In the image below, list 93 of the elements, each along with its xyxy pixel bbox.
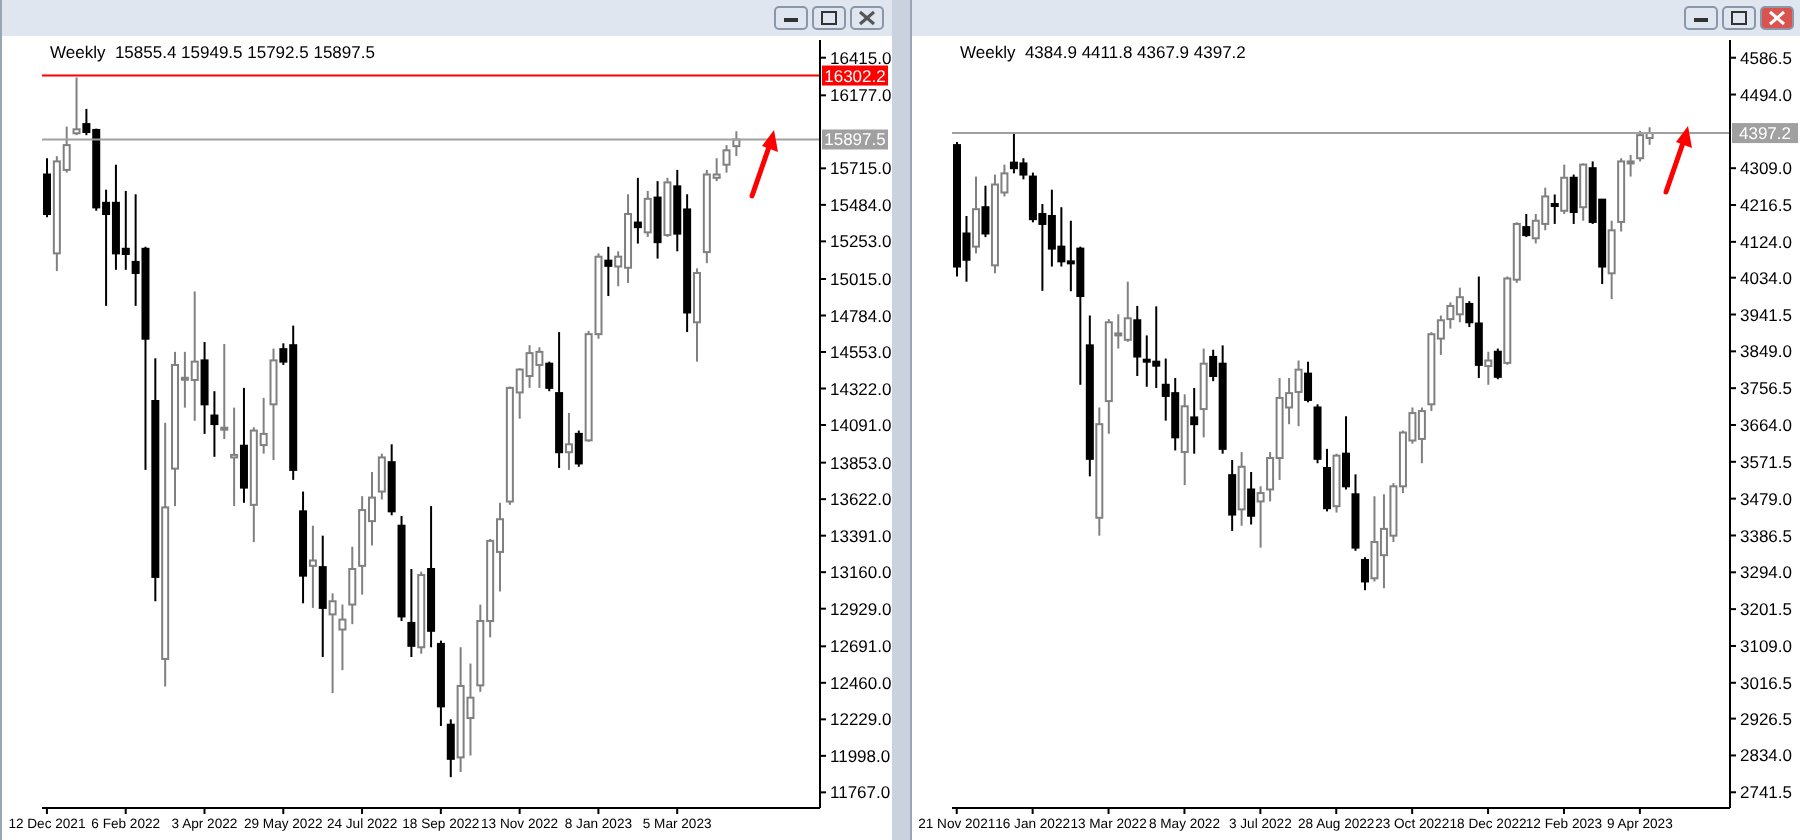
y-tick-label: 3386.5 xyxy=(1740,525,1793,546)
candlestick xyxy=(653,180,662,260)
y-tick-label: 4309.0 xyxy=(1740,158,1793,179)
candlestick xyxy=(1607,219,1616,301)
y-tick-label: 4494.0 xyxy=(1740,84,1793,105)
ref-line-label: 16302.2 xyxy=(824,65,887,86)
y-tick-label: 12691.0 xyxy=(830,636,892,657)
candlestick xyxy=(1569,173,1578,225)
y-tick-label: 12929.0 xyxy=(830,598,892,619)
chart-title: Weekly xyxy=(960,42,1016,62)
y-tick-label: 15715.0 xyxy=(830,158,892,179)
y-tick-label: 3294.0 xyxy=(1740,562,1793,583)
y-tick-label: 2834.0 xyxy=(1740,745,1793,766)
y-tick-label: 3109.0 xyxy=(1740,635,1793,656)
candlestick xyxy=(1133,304,1142,378)
candlestick xyxy=(230,406,239,508)
candlestick xyxy=(308,524,317,609)
y-tick-label: 3201.5 xyxy=(1740,599,1793,620)
y-tick-label: 12229.0 xyxy=(830,709,892,730)
candlestick xyxy=(269,347,278,462)
candlestick xyxy=(1550,193,1559,225)
candlestick xyxy=(446,718,455,779)
y-tick-label: 2926.5 xyxy=(1740,708,1793,729)
candlestick xyxy=(1190,386,1199,455)
candlestick xyxy=(328,592,337,695)
y-tick-label: 14553.0 xyxy=(830,342,892,363)
y-tick-label: 14091.0 xyxy=(830,415,892,436)
candlestick xyxy=(981,184,990,239)
candlestick xyxy=(971,175,980,255)
candlestick xyxy=(1256,485,1265,549)
candlestick xyxy=(1579,162,1588,222)
candlestick xyxy=(1342,415,1350,491)
candlestick xyxy=(1228,459,1237,532)
y-tick-label: 3664.0 xyxy=(1740,415,1793,436)
y-tick-label: 13391.0 xyxy=(830,525,892,546)
chart-subtitle: 15855.4 15949.5 15792.5 15897.5 xyxy=(114,42,375,62)
y-tick-label: 4034.0 xyxy=(1740,267,1793,288)
candlestick xyxy=(72,76,81,137)
y-tick-label: 13853.0 xyxy=(830,452,892,473)
candlestick xyxy=(348,545,357,626)
y-tick-label: 16177.0 xyxy=(830,85,892,106)
candlestick xyxy=(722,144,731,174)
candlestick xyxy=(1484,350,1493,386)
candlestick xyxy=(200,341,209,435)
candlestick xyxy=(643,189,652,238)
y-tick-label: 14784.0 xyxy=(830,305,892,326)
candlestick xyxy=(564,411,573,471)
candlestick xyxy=(1304,360,1313,404)
candlestick xyxy=(633,176,642,245)
y-tick-label: 3479.0 xyxy=(1740,488,1793,509)
candlestick xyxy=(220,342,229,441)
y-tick-label: 13160.0 xyxy=(830,562,892,583)
y-tick-label: 13622.0 xyxy=(830,489,892,510)
y-tick-label: 4216.5 xyxy=(1740,195,1793,216)
candlestick xyxy=(1360,556,1369,592)
y-tick-label: 3941.5 xyxy=(1740,304,1793,325)
candlestick xyxy=(574,429,583,468)
candlestick xyxy=(1180,393,1189,487)
candlestick xyxy=(604,245,613,298)
candlestick xyxy=(545,360,554,393)
y-tick-label: 15253.0 xyxy=(830,231,892,252)
y-tick-label: 4124.0 xyxy=(1740,231,1793,252)
candlestick xyxy=(239,386,248,504)
candlestick xyxy=(1199,347,1208,439)
y-tick-label: 16415.0 xyxy=(830,47,892,68)
y-tick-label: 3571.5 xyxy=(1740,451,1793,472)
y-tick-label: 2741.5 xyxy=(1740,782,1793,803)
candlestick xyxy=(1522,212,1531,239)
candlestick xyxy=(1323,447,1332,513)
candlestick xyxy=(377,452,386,501)
chart-title: Weekly xyxy=(50,42,106,62)
y-tick-label: 14322.0 xyxy=(830,378,892,399)
candlestick xyxy=(1560,163,1569,215)
candlestick xyxy=(407,568,416,659)
candlestick xyxy=(43,157,51,219)
y-tick-label: 3016.5 xyxy=(1740,672,1793,693)
candlestick xyxy=(338,603,347,672)
y-tick-label: 4586.5 xyxy=(1740,47,1793,68)
y-tick-label: 3756.5 xyxy=(1740,378,1793,399)
candlestick xyxy=(318,534,327,659)
y-tick-label: 11767.0 xyxy=(830,782,891,803)
y-tick-label: 11998.0 xyxy=(830,745,891,766)
candlestick xyxy=(1493,347,1502,381)
y-tick-label: 3849.0 xyxy=(1740,341,1793,362)
y-tick-label: 12460.0 xyxy=(830,672,892,693)
ref-line-label: 15897.5 xyxy=(824,129,887,150)
y-tick-label: 15484.0 xyxy=(830,194,892,215)
candlestick xyxy=(1247,470,1256,526)
y-tick-label: 15015.0 xyxy=(830,269,892,290)
chart-subtitle: 4384.9 4411.8 4367.9 4397.2 xyxy=(1024,42,1246,62)
candlestick xyxy=(1237,451,1246,527)
ref-line-label: 4397.2 xyxy=(1739,123,1792,144)
candlestick xyxy=(210,390,219,458)
